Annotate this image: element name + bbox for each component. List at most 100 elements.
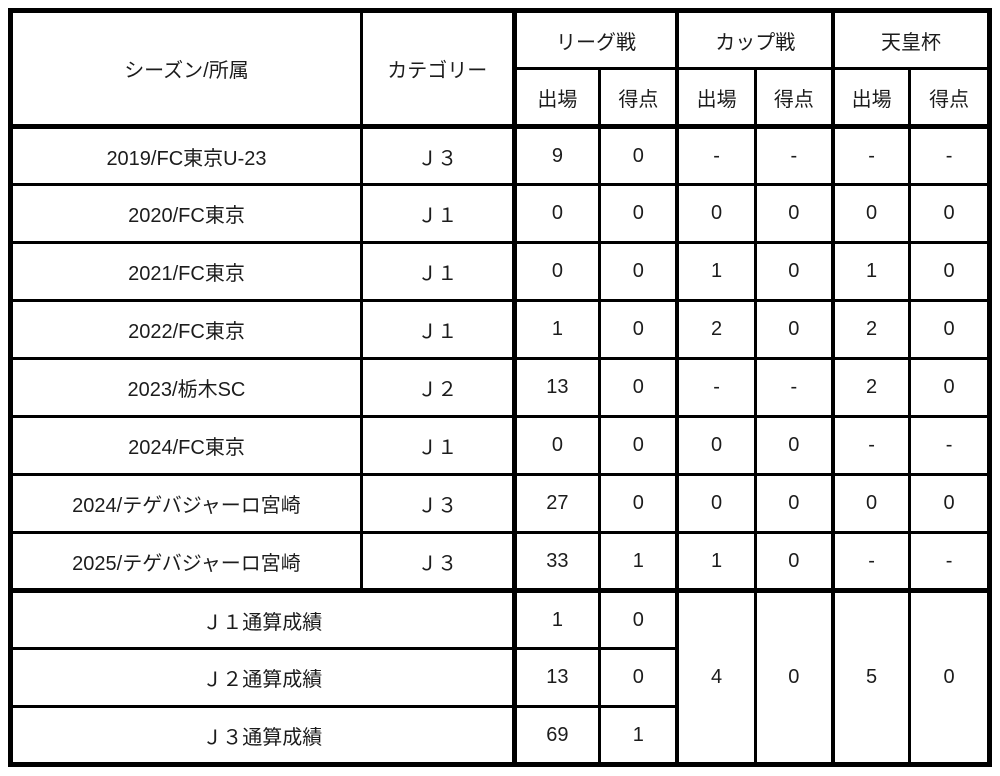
stat-cell: 0	[512, 183, 602, 244]
table-header: シーズン/所属 カテゴリー リーグ戦 カップ戦 天皇杯 出場 得点 出場 得点 …	[9, 9, 991, 129]
header-emperor-group: 天皇杯	[830, 9, 991, 70]
total-label-cell: Ｊ３通算成績	[9, 705, 517, 766]
stat-cell: 0	[598, 183, 679, 244]
stat-cell: 2	[830, 357, 912, 418]
category-cell: Ｊ３	[359, 531, 517, 593]
stat-cell: 2	[675, 299, 757, 360]
season-cell: 2019/FC東京U-23	[9, 125, 363, 186]
subheader-cup-goals: 得点	[753, 67, 835, 129]
stat-cell: 0	[753, 473, 835, 534]
stat-cell: 0	[753, 183, 835, 244]
category-cell: Ｊ１	[359, 299, 517, 360]
stat-cell: -	[675, 357, 757, 418]
stat-cell: 0	[675, 183, 757, 244]
category-cell: Ｊ３	[359, 125, 517, 186]
total-emperor-goals-cell: 0	[908, 589, 991, 766]
stat-cell: 0	[598, 241, 679, 302]
stat-cell: 1	[830, 241, 912, 302]
table-row: 2021/FC東京 Ｊ１ 0 0 1 0 1 0	[9, 241, 991, 302]
table-row: 2022/FC東京 Ｊ１ 1 0 2 0 2 0	[9, 299, 991, 360]
table-totals: Ｊ１通算成績 1 0 4 0 5 0 Ｊ２通算成績 13 0 Ｊ３通算成績 69…	[9, 589, 991, 766]
table-row: 2025/テゲバジャーロ宮崎 Ｊ３ 33 1 1 0 - -	[9, 531, 991, 593]
subheader-emperor-apps: 出場	[830, 67, 912, 129]
stat-cell: -	[675, 125, 757, 186]
season-cell: 2022/FC東京	[9, 299, 363, 360]
total-emperor-apps-cell: 5	[830, 589, 912, 766]
stat-cell: -	[830, 415, 912, 476]
stat-cell: 0	[753, 415, 835, 476]
stat-cell: 0	[830, 473, 912, 534]
stat-cell: -	[908, 531, 991, 593]
total-label-cell: Ｊ１通算成績	[9, 589, 517, 650]
subheader-cup-apps: 出場	[675, 67, 757, 129]
stat-cell: 0	[908, 357, 991, 418]
category-cell: Ｊ２	[359, 357, 517, 418]
total-row: Ｊ３通算成績 69 1	[9, 705, 990, 766]
total-league-apps-cell: 13	[512, 647, 602, 708]
stat-cell: 2	[830, 299, 912, 360]
stat-cell: 0	[598, 125, 679, 186]
category-cell: Ｊ１	[359, 183, 517, 244]
stat-cell: -	[908, 125, 991, 186]
total-league-goals-cell: 0	[598, 589, 679, 650]
total-league-apps-cell: 69	[512, 705, 602, 766]
season-cell: 2023/栃木SC	[9, 357, 363, 418]
total-league-goals-cell: 1	[598, 705, 679, 766]
season-cell: 2024/テゲバジャーロ宮崎	[9, 473, 363, 534]
season-cell: 2025/テゲバジャーロ宮崎	[9, 531, 363, 593]
table-row: 2019/FC東京U-23 Ｊ３ 9 0 - - - -	[9, 125, 991, 186]
header-sub-row: 出場 得点 出場 得点 出場 得点	[11, 67, 991, 129]
stat-cell: 9	[512, 125, 602, 186]
stat-cell: 1	[512, 299, 602, 360]
stat-cell: 0	[675, 415, 757, 476]
stat-cell: -	[753, 125, 835, 186]
season-cell: 2021/FC東京	[9, 241, 363, 302]
stat-cell: 1	[598, 531, 679, 593]
stat-cell: 0	[598, 473, 679, 534]
stat-cell: 0	[753, 241, 835, 302]
stat-cell: 0	[598, 299, 679, 360]
table-row: 2024/テゲバジャーロ宮崎 Ｊ３ 27 0 0 0 0 0	[9, 473, 991, 534]
header-category-cell: カテゴリー	[359, 9, 517, 129]
stat-cell: 0	[598, 357, 679, 418]
category-cell: Ｊ１	[359, 241, 517, 302]
header-season-cell: シーズン/所属	[9, 9, 363, 129]
season-cell: 2020/FC東京	[9, 183, 363, 244]
stat-cell: -	[908, 415, 991, 476]
total-league-goals-cell: 0	[598, 647, 679, 708]
header-cup-group: カップ戦	[675, 9, 835, 70]
header-group-row: シーズン/所属 カテゴリー リーグ戦 カップ戦 天皇杯	[9, 9, 991, 129]
subheader-league-apps: 出場	[512, 67, 602, 129]
total-label-cell: Ｊ２通算成績	[9, 647, 517, 708]
stat-cell: 0	[753, 299, 835, 360]
stat-cell: 0	[908, 183, 991, 244]
subheader-emperor-goals: 得点	[908, 67, 991, 129]
stat-cell: 0	[512, 241, 602, 302]
category-cell: Ｊ３	[359, 473, 517, 534]
stat-cell: 0	[908, 241, 991, 302]
stat-cell: 0	[830, 183, 912, 244]
stat-cell: 13	[512, 357, 602, 418]
stat-cell: 1	[675, 241, 757, 302]
stat-cell: 33	[512, 531, 602, 593]
table-row: 2024/FC東京 Ｊ１ 0 0 0 0 - -	[9, 415, 991, 476]
header-league-group: リーグ戦	[512, 9, 679, 70]
total-league-apps-cell: 1	[512, 589, 602, 650]
table-row: 2023/栃木SC Ｊ２ 13 0 - - 2 0	[9, 357, 991, 418]
total-row: Ｊ２通算成績 13 0	[9, 647, 990, 708]
stat-cell: -	[753, 357, 835, 418]
total-cup-goals-cell: 0	[753, 589, 835, 766]
table-row: 2020/FC東京 Ｊ１ 0 0 0 0 0 0	[9, 183, 991, 244]
total-cup-apps-cell: 4	[675, 589, 757, 766]
stat-cell: 0	[908, 473, 991, 534]
stat-cell: 27	[512, 473, 602, 534]
stat-cell: 0	[512, 415, 602, 476]
table-body: 2019/FC東京U-23 Ｊ３ 9 0 - - - - 2020/FC東京 Ｊ…	[9, 125, 991, 593]
stat-cell: 1	[675, 531, 757, 593]
subheader-league-goals: 得点	[598, 67, 679, 129]
stat-cell: 0	[753, 531, 835, 593]
stat-cell: 0	[598, 415, 679, 476]
category-cell: Ｊ１	[359, 415, 517, 476]
season-cell: 2024/FC東京	[9, 415, 363, 476]
stat-cell: -	[830, 125, 912, 186]
